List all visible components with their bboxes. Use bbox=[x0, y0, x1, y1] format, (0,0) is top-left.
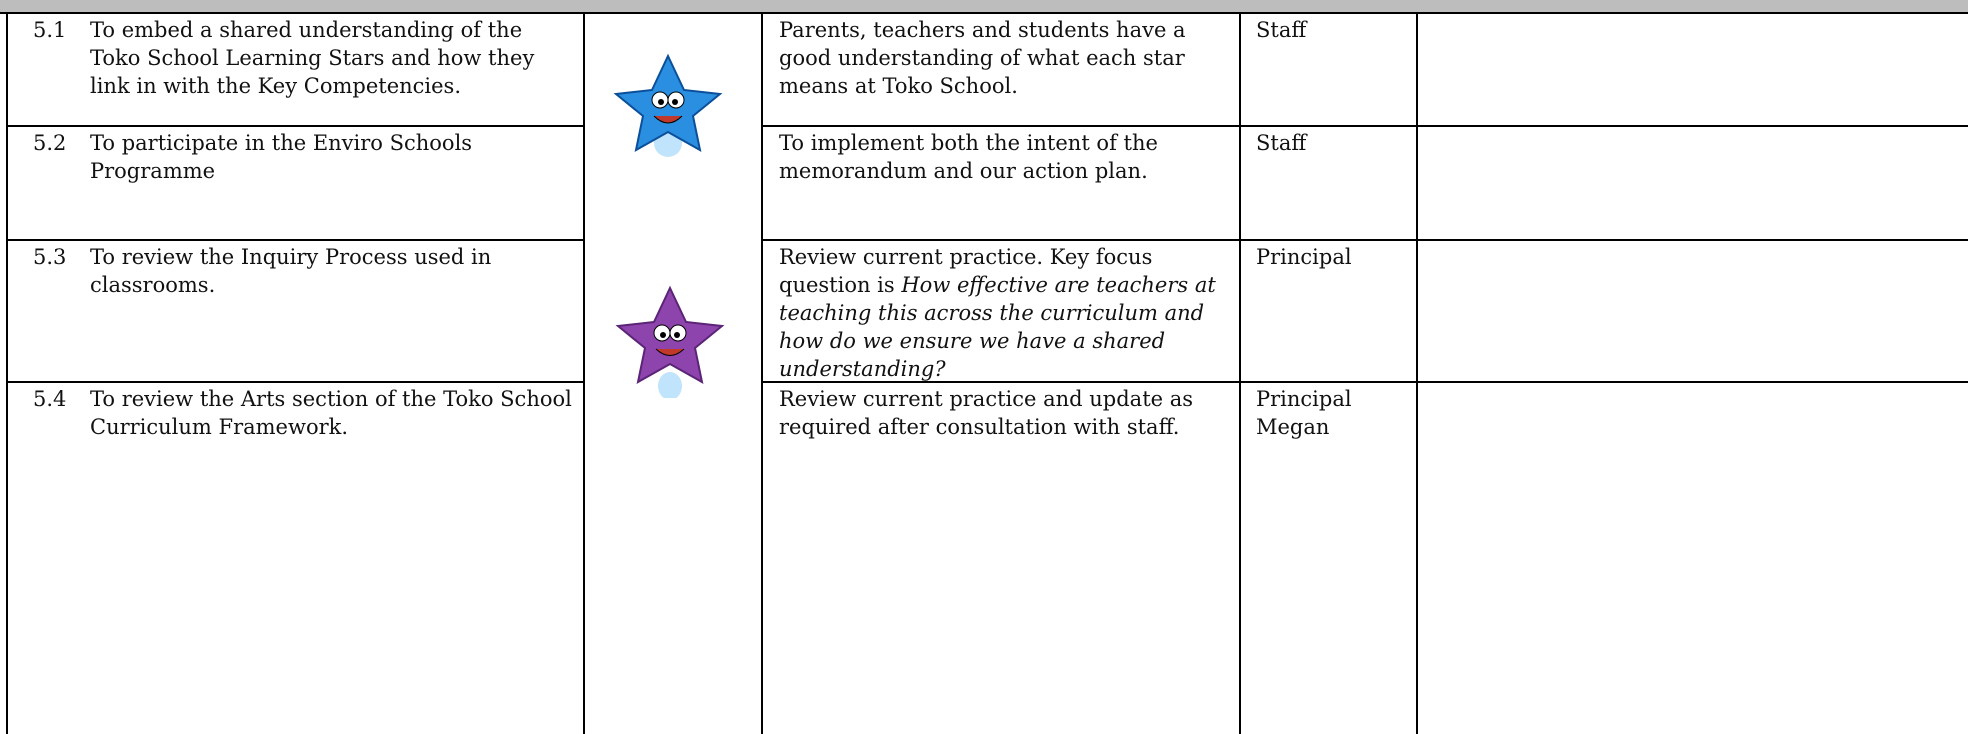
rule bbox=[583, 12, 585, 734]
focus-question: How effective are teachers at teaching t… bbox=[779, 273, 1216, 381]
responsible-person: Principal bbox=[1256, 387, 1352, 411]
rule bbox=[761, 381, 1968, 383]
responsible-person: Megan bbox=[1256, 415, 1330, 439]
rule bbox=[6, 381, 584, 383]
objective-text: To participate in the Enviro Schools Pro… bbox=[90, 131, 473, 183]
rule bbox=[761, 239, 1968, 241]
item-number: 5.4 bbox=[33, 387, 67, 411]
rule bbox=[1416, 12, 1418, 734]
rule bbox=[761, 125, 1968, 127]
objective-text: To review the Inquiry Process used in cl… bbox=[90, 245, 492, 297]
learning-star bbox=[615, 285, 725, 398]
objective-text: To embed a shared understanding of the T… bbox=[90, 18, 535, 98]
rule bbox=[761, 12, 763, 734]
responsible-person: Staff bbox=[1256, 131, 1307, 155]
action-text: Review current practice. Key focus quest… bbox=[779, 245, 1153, 297]
objective-cell: 5.4 To review the Arts section of the Tok… bbox=[8, 383, 584, 441]
responsible-person: Principal bbox=[1256, 245, 1352, 269]
objective-text: To review the Arts section of the Toko S… bbox=[90, 387, 572, 439]
action-cell: Review current practice. Key focus quest… bbox=[763, 241, 1240, 383]
rule bbox=[0, 12, 1968, 14]
rule bbox=[6, 239, 584, 241]
rule bbox=[6, 12, 8, 734]
responsible-person: Staff bbox=[1256, 18, 1307, 42]
item-number: 5.1 bbox=[33, 18, 67, 42]
objective-cell: 5.3 To review the Inquiry Process used in… bbox=[8, 241, 584, 299]
responsibility-cell: Staff bbox=[1241, 127, 1417, 157]
action-cell: Review current practice and update as re… bbox=[763, 383, 1240, 441]
well-being-star bbox=[613, 53, 723, 157]
rule bbox=[1239, 12, 1241, 734]
action-text: To implement both the intent of the memo… bbox=[779, 131, 1158, 183]
objective-cell: 5.1 To embed a shared understanding of th… bbox=[8, 14, 584, 100]
action-cell: To implement both the intent of the memo… bbox=[763, 127, 1240, 185]
header-band bbox=[0, 0, 1968, 12]
responsibility-cell: Principal Megan bbox=[1241, 383, 1417, 441]
action-text: Parents, teachers and students have a go… bbox=[779, 18, 1186, 98]
responsibility-cell: Staff bbox=[1241, 14, 1417, 44]
item-number: 5.3 bbox=[33, 245, 67, 269]
action-cell: Parents, teachers and students have a go… bbox=[763, 14, 1240, 100]
action-text: Review current practice and update as re… bbox=[779, 387, 1194, 439]
responsibility-cell: Principal bbox=[1241, 241, 1417, 271]
objective-cell: 5.2 To participate in the Enviro Schools … bbox=[8, 127, 584, 185]
item-number: 5.2 bbox=[33, 131, 67, 155]
rule bbox=[6, 125, 584, 127]
